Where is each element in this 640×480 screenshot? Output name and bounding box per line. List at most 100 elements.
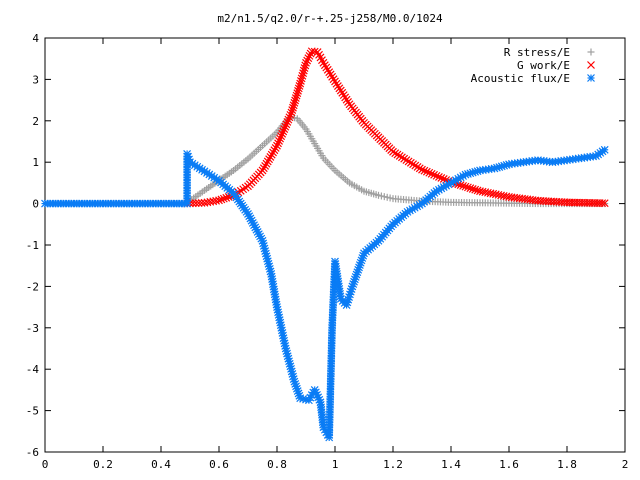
data-point-trail [598, 199, 607, 208]
data-point [287, 108, 296, 117]
data-point-trail [461, 182, 470, 191]
data-point-trail [466, 184, 475, 193]
data-point-trail [303, 56, 312, 65]
data-point-trail [289, 101, 298, 110]
data-point-trail [262, 159, 271, 168]
y-tick-label: -5 [26, 405, 39, 418]
x-tick-label: 0.4 [151, 458, 171, 471]
data-point-trail [459, 181, 468, 190]
y-tick-label: 0 [32, 198, 39, 211]
data-point-trail [320, 61, 329, 70]
data-point-trail [270, 146, 279, 155]
data-point-trail [271, 143, 280, 152]
data-point-trail [406, 158, 415, 167]
data-point-trail [463, 183, 472, 192]
y-tick-label: 2 [32, 115, 39, 128]
data-point-trail [329, 75, 338, 84]
data-point-trail [281, 122, 290, 131]
y-tick-label: 1 [32, 156, 39, 169]
data-point-trail [393, 150, 402, 159]
data-point-trail [277, 132, 286, 141]
data-point-trail [422, 167, 431, 176]
data-point-trail [279, 127, 288, 136]
data-point-trail [434, 172, 443, 181]
data-point-trail [294, 84, 303, 93]
data-point-trail [415, 164, 424, 173]
series-2 [41, 145, 609, 442]
data-point-trail [468, 184, 477, 193]
data-point-trail [328, 72, 337, 81]
data-point-trail [411, 161, 420, 170]
data-point-trail [420, 166, 429, 175]
data-point-trail [275, 136, 283, 145]
data-point-trail [269, 148, 277, 157]
data-point-trail [404, 157, 413, 166]
data-point-trail [299, 69, 308, 78]
y-tick-label: -4 [26, 363, 40, 376]
data-point-trail [295, 82, 304, 90]
data-point-trail [288, 106, 297, 115]
data-point-trail [325, 68, 334, 77]
data-point-trail [292, 91, 301, 100]
data-point-trail [284, 115, 293, 124]
data-point [418, 165, 426, 174]
data-point-trail [300, 64, 309, 72]
data-point-trail [283, 118, 292, 126]
y-tick-label: -1 [26, 239, 39, 252]
series-1 [183, 47, 609, 208]
data-point-trail [265, 155, 274, 164]
x-tick-label: 1.4 [441, 458, 461, 471]
legend-label: G work/E [517, 59, 570, 72]
x-tick-label: 0.8 [267, 458, 287, 471]
data-point-trail [402, 156, 411, 164]
data-point-trail [391, 149, 400, 158]
data-point-trail [297, 77, 305, 85]
data-point-trail [322, 63, 331, 72]
data-point [302, 58, 310, 67]
y-tick-label: -2 [26, 280, 39, 293]
data-point-trail [282, 120, 291, 129]
y-tick-label: 4 [32, 32, 39, 45]
data-point [319, 58, 328, 67]
data-point-trail [473, 186, 482, 195]
data-point-trail [437, 174, 446, 182]
x-tick-label: 1 [332, 458, 339, 471]
legend-marker [587, 74, 595, 82]
y-tick-label: -6 [26, 446, 39, 459]
data-point-trail [427, 169, 436, 178]
chart-title: m2/n1.5/q2.0/r-+.25-j258/M0.0/1024 [217, 12, 443, 25]
data-point-trail [291, 96, 300, 105]
data-point-trail [259, 164, 268, 173]
axis-ticks: 0 0.2 0.4 0.6 0.8 1 1.2 1.4 1.6 1.8 2 -6 -5 -4 -3 -2 -1 0… [26, 32, 629, 471]
x-tick-label: 1.8 [557, 458, 577, 471]
legend-label: R stress/E [504, 46, 570, 59]
x-tick-label: 0 [42, 458, 49, 471]
data-point-trail [219, 194, 228, 203]
data-point-trail [306, 49, 315, 58]
data-point-trail [395, 152, 404, 160]
x-tick-label: 1.2 [383, 458, 403, 471]
data-point-trail [290, 98, 299, 107]
data-point-trail [323, 65, 332, 74]
data-point-trail [432, 171, 441, 180]
data-point-trail [289, 103, 297, 112]
data-point [273, 141, 281, 150]
data-point-trail [297, 74, 306, 83]
data-point-trail [278, 129, 287, 138]
data-point-trail [261, 162, 270, 170]
data-point-trail [274, 139, 282, 148]
data-point-trail [222, 193, 231, 202]
data-point-trail [280, 125, 289, 134]
data-point-trail [191, 199, 200, 208]
data-point-trail [301, 61, 310, 70]
data-point-trail [194, 199, 203, 207]
y-tick-label: 3 [32, 73, 39, 86]
plot-frame [44, 37, 626, 453]
data-point-trail [267, 150, 276, 159]
y-tick-label: -3 [26, 322, 39, 335]
data-point-trail [299, 66, 308, 75]
legend-label: Acoustic flux/E [471, 72, 570, 85]
data-point-trail [285, 113, 294, 122]
data-point-trail [305, 51, 314, 60]
